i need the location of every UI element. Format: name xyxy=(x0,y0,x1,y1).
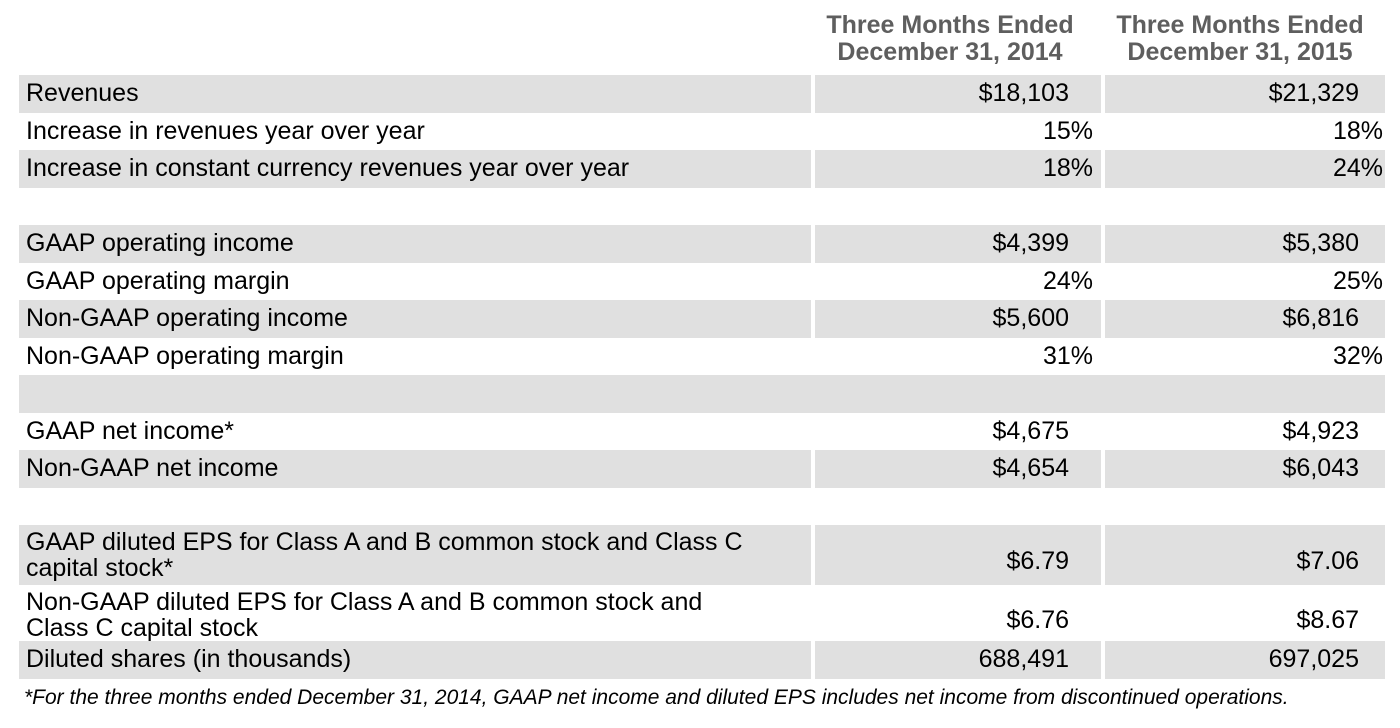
value-2014: 15% xyxy=(1042,116,1093,145)
column-header-line: Three Months Ended xyxy=(826,11,1074,39)
value-2015: 24% xyxy=(1332,154,1383,182)
row-label: Non-GAAP operating margin xyxy=(26,341,344,370)
value-2014: $5,600 xyxy=(992,304,1069,332)
value-2014: 24% xyxy=(1042,266,1093,295)
table-row: GAAP net income* $4,675 $4,923 xyxy=(19,413,1385,451)
row-label: GAAP diluted EPS for Class A and B commo… xyxy=(26,529,743,581)
value-2014: $4,399 xyxy=(992,229,1069,257)
row-label: Non-GAAP operating income xyxy=(26,304,348,332)
value-2015: $6,043 xyxy=(1282,454,1359,482)
footnote: *For the three months ended December 31,… xyxy=(24,686,1289,709)
row-label-line: Class C capital stock xyxy=(26,614,259,642)
table-row: GAAP diluted EPS for Class A and B commo… xyxy=(19,525,1385,585)
table-row: Non-GAAP operating margin 31% 32% xyxy=(19,338,1385,376)
table-row: Diluted shares (in thousands) 688,491 69… xyxy=(19,641,1385,679)
column-header-line: December 31, 2014 xyxy=(837,38,1063,66)
financial-summary-table: Revenues $18,103 $21,329 Increase in rev… xyxy=(19,75,1385,679)
value-2015: $7.06 xyxy=(1296,547,1359,575)
table-row: GAAP operating income $4,399 $5,380 xyxy=(19,225,1385,263)
row-label: Revenues xyxy=(26,79,139,107)
row-label: Increase in constant currency revenues y… xyxy=(26,154,630,182)
value-2015: $8.67 xyxy=(1296,606,1359,634)
value-2015: $4,923 xyxy=(1282,416,1359,445)
value-2015: $6,816 xyxy=(1282,304,1359,332)
table-row: Revenues $18,103 $21,329 xyxy=(19,75,1385,113)
value-2014: $6.79 xyxy=(1006,547,1069,575)
spacer-row xyxy=(19,188,1385,226)
table-header: Three Months Ended December 31, 2014 Thr… xyxy=(0,12,1400,72)
spacer-row xyxy=(19,375,1385,413)
value-2015: 697,025 xyxy=(1268,645,1359,673)
table-row: GAAP operating margin 24% 25% xyxy=(19,263,1385,301)
row-label: Increase in revenues year over year xyxy=(26,116,425,145)
row-label: Non-GAAP net income xyxy=(26,454,279,482)
value-2014: $4,654 xyxy=(992,454,1069,482)
column-header-line: December 31, 2015 xyxy=(1127,38,1353,66)
table-row: Increase in revenues year over year 15% … xyxy=(19,113,1385,151)
value-2015: 18% xyxy=(1332,116,1383,145)
column-header-2015: Three Months Ended December 31, 2015 xyxy=(1105,12,1375,66)
value-2014: 31% xyxy=(1042,341,1093,370)
table-row: Non-GAAP diluted EPS for Class A and B c… xyxy=(19,585,1385,641)
spacer-row xyxy=(19,488,1385,526)
value-2014: 18% xyxy=(1042,154,1093,182)
value-2015: $5,380 xyxy=(1282,229,1359,257)
table-row: Non-GAAP net income $4,654 $6,043 xyxy=(19,450,1385,488)
value-2014: 688,491 xyxy=(978,645,1069,673)
value-2015: 32% xyxy=(1332,341,1383,370)
row-label: Diluted shares (in thousands) xyxy=(26,645,352,673)
value-2015: 25% xyxy=(1332,266,1383,295)
table-row: Increase in constant currency revenues y… xyxy=(19,150,1385,188)
value-2014: $6.76 xyxy=(1006,606,1069,634)
column-header-2014: Three Months Ended December 31, 2014 xyxy=(815,12,1085,66)
row-label-line: capital stock* xyxy=(26,554,174,582)
row-label: GAAP operating margin xyxy=(26,266,290,295)
row-label-line: Non-GAAP diluted EPS for Class A and B c… xyxy=(26,588,703,616)
row-label: Non-GAAP diluted EPS for Class A and B c… xyxy=(26,589,702,641)
value-2015: $21,329 xyxy=(1268,79,1359,107)
value-2014: $4,675 xyxy=(992,416,1069,445)
row-label: GAAP operating income xyxy=(26,229,294,257)
column-header-line: Three Months Ended xyxy=(1116,11,1364,39)
row-label-line: GAAP diluted EPS for Class A and B commo… xyxy=(26,528,743,556)
row-label: GAAP net income* xyxy=(26,416,234,445)
table-row: Non-GAAP operating income $5,600 $6,816 xyxy=(19,300,1385,338)
value-2014: $18,103 xyxy=(978,79,1069,107)
